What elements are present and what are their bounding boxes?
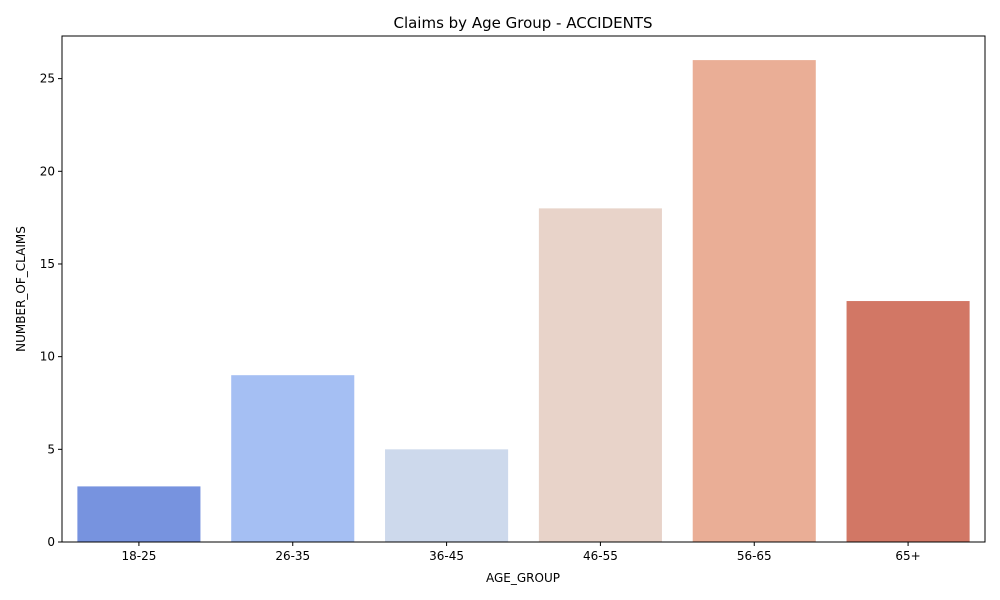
y-axis-label: NUMBER_OF_CLAIMS xyxy=(14,226,28,352)
y-tick-label: 5 xyxy=(47,442,55,456)
x-tick-label: 18-25 xyxy=(121,549,156,563)
plot-frame xyxy=(61,35,986,543)
y-tick-label: 10 xyxy=(40,350,55,364)
bar-65+ xyxy=(846,301,970,542)
bars-group xyxy=(77,60,970,542)
x-axis-ticks: 18-25 26-35 36-45 46-55 56-65 65+ xyxy=(121,542,921,563)
bar-36-45 xyxy=(385,449,509,542)
y-tick-label: 15 xyxy=(40,257,55,271)
bar-56-65 xyxy=(692,60,816,542)
y-tick-label: 25 xyxy=(40,72,55,86)
x-tick-label: 26-35 xyxy=(275,549,310,563)
y-tick-label: 20 xyxy=(40,164,55,178)
x-axis-label: AGE_GROUP xyxy=(486,571,560,585)
x-tick-label: 46-55 xyxy=(583,549,618,563)
bar-26-35 xyxy=(231,375,355,542)
chart-title: Claims by Age Group - ACCIDENTS xyxy=(393,14,652,32)
bar-46-55 xyxy=(538,208,662,542)
bar-18-25 xyxy=(77,486,201,542)
x-tick-label: 36-45 xyxy=(429,549,464,563)
y-axis-ticks: 0 5 10 15 20 25 xyxy=(40,72,62,549)
y-tick-label: 0 xyxy=(47,535,55,549)
x-tick-label: 56-65 xyxy=(737,549,772,563)
x-tick-label: 65+ xyxy=(895,549,920,563)
